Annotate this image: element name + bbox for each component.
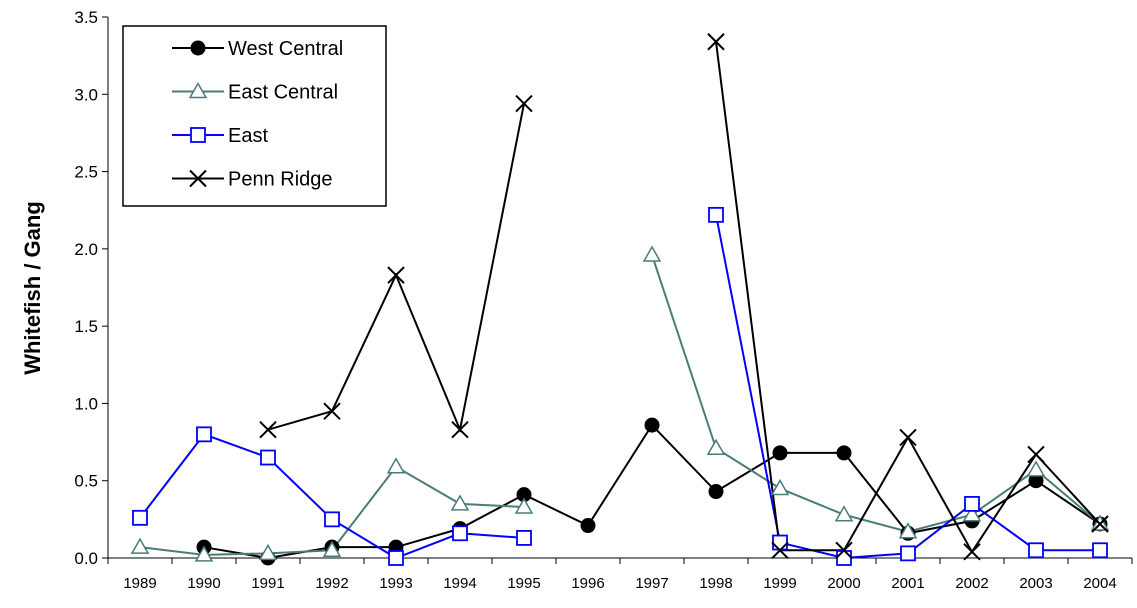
y-tick-label: 0.0: [74, 549, 98, 568]
y-tick-label: 3.0: [74, 85, 98, 104]
x-tick-label: 1990: [187, 575, 220, 592]
x-tick-label: 1989: [123, 575, 156, 592]
x-tick-label: 1996: [571, 575, 604, 592]
x-tick-label: 1993: [379, 575, 412, 592]
marker: [836, 445, 852, 461]
y-tick-label: 2.5: [74, 163, 98, 182]
marker: [1026, 460, 1046, 477]
y-tick-label: 1.0: [74, 394, 98, 413]
marker: [772, 534, 788, 551]
legend-marker: [189, 169, 207, 188]
marker: [324, 511, 340, 528]
x-tick-label: 2000: [827, 575, 860, 592]
y-tick-label: 0.5: [74, 472, 98, 491]
x-tick-label: 2001: [891, 575, 924, 592]
series-line: [267, 41, 1101, 554]
marker: [1092, 542, 1108, 559]
marker: [963, 543, 981, 561]
legend-marker: [190, 40, 206, 56]
marker: [900, 545, 916, 562]
marker: [1091, 515, 1109, 533]
marker: [194, 545, 214, 562]
series-line: [139, 254, 1101, 556]
x-tick-label: 2003: [1019, 575, 1052, 592]
marker: [1028, 542, 1044, 559]
marker: [644, 417, 660, 433]
x-tick-label: 1994: [443, 575, 476, 592]
marker: [899, 428, 917, 447]
marker: [387, 266, 405, 284]
legend-marker: [190, 127, 206, 143]
x-tick-label: 2002: [955, 575, 988, 592]
marker: [386, 457, 406, 474]
x-tick-label: 1992: [315, 575, 348, 592]
marker: [258, 543, 278, 561]
marker: [1027, 445, 1045, 464]
series-line: [139, 214, 1100, 560]
marker: [772, 445, 788, 461]
marker: [770, 478, 790, 496]
marker: [196, 426, 212, 443]
y-axis-label: Whitefish / Gang: [20, 201, 45, 375]
legend-marker: [188, 81, 208, 99]
legend: West Central East Central East Penn Ridge: [122, 25, 387, 207]
y-tick-label: 3.5: [74, 8, 98, 27]
marker: [898, 522, 918, 539]
y-tick-label: 2.0: [74, 240, 98, 259]
legend-label: East: [228, 125, 268, 147]
x-tick-label: 1997: [635, 575, 668, 592]
marker: [260, 449, 276, 466]
marker: [388, 550, 404, 566]
marker: [708, 484, 724, 500]
marker: [259, 420, 277, 439]
y-tick-label: 1.5: [74, 317, 98, 336]
marker: [452, 525, 468, 542]
legend-box: [122, 25, 387, 207]
x-tick-label: 1995: [507, 575, 540, 592]
legend-label: Penn Ridge: [228, 169, 333, 191]
x-tick-label: 1998: [699, 575, 732, 592]
legend-label: West Central: [228, 38, 343, 60]
marker: [771, 541, 789, 559]
legend-label: East Central: [228, 82, 338, 104]
marker: [642, 245, 662, 262]
marker: [834, 505, 854, 522]
x-tick-label: 1991: [251, 575, 284, 592]
marker: [836, 550, 852, 566]
marker: [323, 402, 341, 420]
marker: [514, 497, 534, 514]
marker: [516, 530, 532, 546]
marker: [132, 509, 148, 526]
marker: [835, 541, 853, 559]
marker: [451, 420, 469, 439]
marker: [706, 438, 726, 456]
marker: [580, 518, 596, 534]
marker: [708, 206, 724, 223]
marker: [450, 494, 470, 511]
x-tick-label: 1999: [763, 575, 796, 592]
x-tick-label: 2004: [1083, 575, 1116, 592]
marker: [707, 33, 725, 51]
marker: [322, 540, 342, 558]
series-line: [203, 423, 1101, 560]
marker: [964, 495, 980, 512]
marker: [515, 94, 533, 113]
marker: [962, 505, 982, 522]
marker: [130, 537, 150, 554]
